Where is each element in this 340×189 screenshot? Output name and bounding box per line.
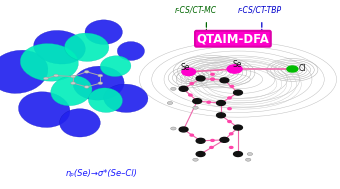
Ellipse shape	[73, 66, 124, 100]
Ellipse shape	[117, 42, 144, 60]
Circle shape	[179, 127, 188, 132]
Circle shape	[54, 74, 58, 77]
Ellipse shape	[59, 109, 100, 137]
Circle shape	[247, 153, 253, 156]
Circle shape	[84, 70, 89, 73]
Ellipse shape	[20, 43, 78, 81]
Circle shape	[234, 90, 242, 95]
Circle shape	[182, 68, 195, 76]
Circle shape	[98, 82, 103, 84]
Ellipse shape	[88, 88, 122, 112]
Circle shape	[211, 139, 214, 141]
Circle shape	[228, 108, 231, 110]
Circle shape	[220, 78, 229, 83]
Text: r-CS/CT-MC: r-CS/CT-MC	[174, 6, 217, 15]
Circle shape	[71, 82, 75, 84]
Circle shape	[227, 65, 242, 73]
Circle shape	[84, 86, 89, 88]
Ellipse shape	[85, 20, 122, 44]
Circle shape	[190, 83, 193, 84]
Circle shape	[230, 146, 233, 148]
Text: Se: Se	[233, 60, 242, 69]
Circle shape	[217, 113, 225, 118]
Circle shape	[196, 138, 205, 143]
Circle shape	[189, 94, 192, 96]
Circle shape	[98, 74, 103, 77]
Circle shape	[228, 121, 231, 122]
Circle shape	[220, 137, 229, 142]
Circle shape	[245, 158, 251, 161]
Text: QTAIM-DFA: QTAIM-DFA	[197, 32, 269, 45]
Circle shape	[44, 77, 48, 80]
Ellipse shape	[0, 50, 48, 93]
Circle shape	[217, 101, 225, 105]
Ellipse shape	[100, 56, 131, 77]
Circle shape	[171, 127, 176, 130]
Circle shape	[211, 78, 214, 80]
Text: Se: Se	[180, 63, 190, 72]
Circle shape	[211, 73, 214, 75]
Circle shape	[196, 76, 205, 81]
Text: Cl: Cl	[299, 64, 306, 73]
Circle shape	[179, 86, 188, 91]
Text: nₚ(Se)→σ*(Se–Cl): nₚ(Se)→σ*(Se–Cl)	[66, 169, 138, 178]
Circle shape	[230, 85, 234, 87]
Circle shape	[71, 75, 75, 78]
Text: r-CS/CT-TBP: r-CS/CT-TBP	[238, 6, 282, 15]
Circle shape	[234, 152, 242, 156]
Ellipse shape	[65, 33, 109, 61]
Circle shape	[171, 87, 176, 90]
Circle shape	[196, 152, 205, 156]
Circle shape	[193, 106, 198, 109]
Circle shape	[230, 133, 233, 135]
Ellipse shape	[18, 92, 70, 127]
Ellipse shape	[51, 76, 92, 106]
Circle shape	[234, 125, 242, 130]
Ellipse shape	[34, 30, 85, 64]
Ellipse shape	[104, 84, 148, 112]
Circle shape	[167, 101, 173, 105]
Circle shape	[190, 134, 193, 136]
Circle shape	[193, 99, 202, 104]
Circle shape	[207, 101, 210, 103]
Circle shape	[228, 97, 231, 99]
Circle shape	[210, 146, 213, 148]
Circle shape	[211, 78, 214, 80]
Circle shape	[287, 66, 298, 72]
Circle shape	[193, 158, 198, 161]
